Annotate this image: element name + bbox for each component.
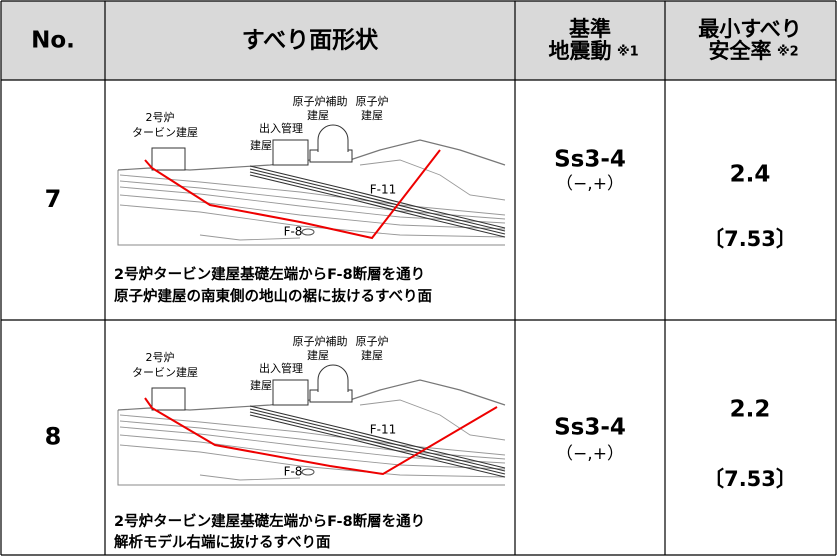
header-note: ※2 — [777, 45, 799, 60]
diagram-line — [359, 399, 506, 441]
caption: 2号炉タービン建屋基礎左端からF-8断層を通り — [114, 512, 425, 530]
row-number: 8 — [45, 423, 62, 451]
diagram-label: 原子炉 — [356, 335, 389, 348]
diagram-line — [249, 408, 506, 472]
diagram-label: 建屋 — [361, 348, 383, 362]
safety-factor-ref: 〔7.53〕 — [703, 227, 797, 251]
diagram-label: 建屋 — [250, 378, 272, 392]
safety-factor: 2.2 — [730, 397, 771, 423]
diagram-label: 建屋 — [361, 108, 383, 122]
diagram-label: タービン建屋 — [132, 365, 198, 379]
diagram-line — [249, 168, 506, 232]
diagram-label: 2号炉 — [146, 111, 175, 124]
header-text: 安全率 — [709, 39, 772, 63]
diagram-line — [119, 186, 506, 224]
header-text: 最小すべり — [698, 17, 802, 41]
marker — [301, 228, 315, 236]
diagram-line — [199, 474, 301, 481]
fault-label: F-11 — [370, 423, 397, 437]
safety-factor-ref: 〔7.53〕 — [703, 467, 797, 491]
ground-motion: Ss3-4 — [554, 147, 626, 173]
diagram-label: 出入管理 — [259, 121, 303, 135]
header-text: すべり面形状 — [242, 27, 379, 54]
diagram-line — [249, 171, 506, 235]
building — [151, 387, 186, 411]
diagram-line — [249, 411, 506, 475]
diagram-line — [249, 165, 506, 229]
diagram-line — [119, 204, 506, 238]
diagram-label: 2号炉 — [146, 351, 175, 364]
header-note: ※1 — [617, 45, 639, 60]
building — [151, 147, 186, 171]
diagram-line — [119, 194, 506, 230]
fault-label: F-8 — [284, 225, 303, 239]
diagram-line — [119, 426, 506, 464]
diagram-line — [117, 170, 505, 246]
row-number: 7 — [45, 185, 62, 213]
header-text: 基準 — [569, 17, 611, 41]
diagram-line — [359, 159, 506, 201]
header-text: 地震動 — [549, 39, 612, 63]
diagram-line — [249, 414, 506, 478]
diagram-label: 建屋 — [307, 348, 329, 362]
caption: 原子炉建屋の南東側の地山の裾に抜けるすべり面 — [114, 287, 432, 305]
diagram-label: タービン建屋 — [132, 125, 198, 139]
safety-factor: 2.4 — [730, 162, 771, 188]
ground-motion-sign: （−,+） — [556, 174, 624, 194]
diagram-line — [199, 234, 301, 241]
diagram-label: 原子炉補助 — [293, 94, 348, 108]
diagram-line — [144, 149, 441, 240]
ground-motion: Ss3-4 — [554, 415, 626, 441]
dome — [317, 124, 349, 152]
marker — [301, 468, 315, 476]
diagram-line — [144, 397, 498, 476]
header-text: No. — [31, 28, 75, 54]
diagram-label: 原子炉 — [356, 95, 389, 108]
diagram-line — [117, 410, 505, 486]
diagram-line — [119, 444, 506, 478]
diagram-label: 原子炉補助 — [293, 334, 348, 348]
fault-label: F-11 — [370, 183, 397, 197]
diagram-line — [249, 405, 506, 469]
ground-motion-sign: （−,+） — [556, 444, 624, 464]
dome — [317, 364, 349, 392]
diagram-label: 出入管理 — [259, 361, 303, 375]
diagram-line — [119, 174, 506, 216]
diagram-line — [119, 434, 506, 470]
caption: 2号炉タービン建屋基礎左端からF-8断層を通り — [114, 265, 425, 283]
building — [272, 379, 309, 406]
fault-label: F-8 — [284, 465, 303, 479]
caption: 解析モデル右端に抜けるすべり面 — [114, 533, 330, 551]
diagram-label: 建屋 — [307, 108, 329, 122]
diagram-label: 建屋 — [250, 138, 272, 152]
header-bg — [1, 1, 836, 80]
building — [272, 139, 309, 166]
diagram-line — [249, 174, 506, 238]
